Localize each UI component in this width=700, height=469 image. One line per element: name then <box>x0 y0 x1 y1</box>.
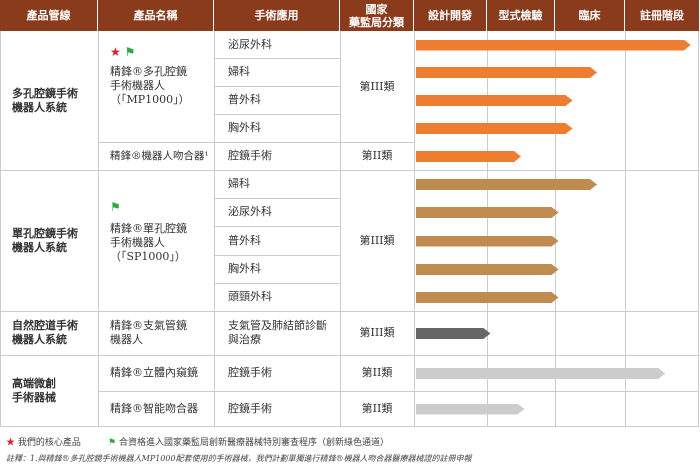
application-label: 腔鏡手術 <box>228 366 272 379</box>
progress-bar <box>416 40 691 51</box>
application-label: 支氣管及肺結節診斷 與治療 <box>228 319 327 346</box>
progress-bar <box>416 123 573 134</box>
application-label: 普外科 <box>228 93 261 106</box>
flag-icon: ⚑ <box>108 438 117 448</box>
progress-bar <box>416 236 559 247</box>
application-label: 腔鏡手術 <box>228 401 272 415</box>
product-name: 精鋒®支氣管鏡 機器人 <box>110 319 187 346</box>
progress-bar <box>416 404 524 415</box>
group-name: 多孔腔鏡手術 機器人系統 <box>12 86 78 114</box>
grid-line-vertical <box>0 31 1 426</box>
class-label: 第II類 <box>361 149 393 162</box>
flag-icon: ⚑ <box>110 200 121 214</box>
star-icon: ★ <box>110 45 121 59</box>
grid-line-horizontal <box>98 142 340 143</box>
legend-flag: ⚑ 合資格進入國家藥監局創新醫療器械特別審查程序（創新綠色通道） <box>108 435 389 448</box>
grid-line-horizontal <box>0 311 699 312</box>
header-product: 產品名稱 <box>98 0 214 31</box>
progress-bar <box>416 264 559 275</box>
grid-line-vertical <box>214 31 215 426</box>
product-name: 精鋒®立體內窺鏡 <box>110 366 198 379</box>
product-name: 精鋒®智能吻合器 <box>110 401 198 415</box>
progress-bar <box>416 151 521 162</box>
flag-icon: ⚑ <box>124 45 136 59</box>
application-label: 腔鏡手術 <box>228 149 272 162</box>
grid-line-vertical <box>487 31 488 426</box>
grid-line-vertical <box>555 31 556 426</box>
legend-star: ★ 我們的核心產品 <box>6 435 81 448</box>
header-pipeline: 產品管線 <box>0 0 98 31</box>
application-label: 婦科 <box>228 177 250 190</box>
grid-line-horizontal <box>214 114 340 115</box>
grid-line-horizontal <box>0 355 699 356</box>
application-label: 普外科 <box>228 233 261 247</box>
legend-star-label: 我們的核心產品 <box>17 438 81 448</box>
grid-line-vertical <box>698 31 699 426</box>
progress-bar <box>416 95 573 106</box>
grid-line-horizontal <box>98 391 340 392</box>
application-label: 胸外科 <box>228 121 261 134</box>
application-label: 胸外科 <box>228 262 261 275</box>
grid-line-horizontal <box>214 86 340 87</box>
application-label: 婦科 <box>228 65 250 78</box>
footnote: 註釋：1.與精鋒®多孔腔鏡手術機器人MP1000配套使用的手術器械，我們計劃單獨… <box>6 454 472 463</box>
group-name: 自然腔道手術 機器人系統 <box>12 319 78 346</box>
grid-line-vertical <box>414 31 415 426</box>
grid-line-horizontal <box>340 142 414 143</box>
application-label: 泌尿外科 <box>228 205 272 218</box>
header-application: 手術應用 <box>214 0 340 31</box>
header-class: 國家 藥監局分類 <box>340 0 414 31</box>
header-stage-clinical: 臨床 <box>555 0 625 31</box>
progress-bar <box>416 67 597 78</box>
legend-flag-label: 合資格進入國家藥監局創新醫療器械特別審查程序（創新綠色通道） <box>118 438 389 448</box>
grid-line-horizontal <box>214 58 340 59</box>
progress-bar <box>416 207 559 218</box>
progress-bar <box>416 179 597 190</box>
progress-bar <box>416 368 665 379</box>
application-label: 泌尿外科 <box>228 37 272 51</box>
class-label: 第II類 <box>361 401 393 415</box>
class-label: 第III類 <box>359 326 395 339</box>
grid-line-horizontal <box>214 226 340 227</box>
application-label: 頭頸外科 <box>228 290 272 303</box>
grid-line-horizontal <box>340 391 699 392</box>
grid-line-horizontal <box>0 170 699 171</box>
product-icons: ★ ⚑ <box>110 45 135 59</box>
grid-line-horizontal <box>0 426 699 427</box>
class-label: 第III類 <box>359 233 395 247</box>
header-stage-testing: 型式檢驗 <box>487 0 555 31</box>
grid-line-vertical <box>98 31 99 426</box>
grid-line-vertical <box>625 31 626 426</box>
star-icon: ★ <box>6 438 16 448</box>
header-stage-registration: 註冊階段 <box>625 0 700 31</box>
group-name: 高端微創 手術器械 <box>12 376 56 404</box>
class-label: 第II類 <box>361 366 393 379</box>
progress-bar <box>416 292 559 303</box>
product-name: 精鋒®機器人吻合器¹ <box>110 150 209 162</box>
class-label: 第III類 <box>359 79 395 93</box>
group-name: 單孔腔鏡手術 機器人系統 <box>12 226 78 254</box>
grid-line-vertical <box>340 31 341 426</box>
grid-line-horizontal <box>214 198 340 199</box>
product-name: 精鋒®多孔腔鏡 手術機器人 （「MP1000」） <box>110 65 190 106</box>
header-stage-design: 設計開發 <box>414 0 487 31</box>
grid-line-horizontal <box>214 255 340 256</box>
progress-bar <box>416 328 490 339</box>
grid-line-horizontal <box>214 283 340 284</box>
product-name: 精鋒®單孔腔鏡 手術機器人 （「SP1000」） <box>110 222 187 263</box>
